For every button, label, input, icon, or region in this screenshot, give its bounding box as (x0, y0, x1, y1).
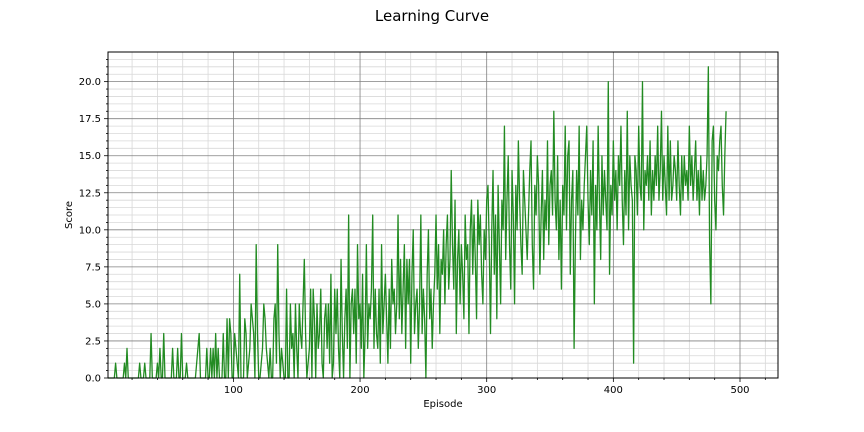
y-tick-label: 7.5 (85, 262, 101, 273)
x-tick-label: 400 (604, 385, 623, 396)
x-tick-label: 200 (350, 385, 369, 396)
x-tick-label: 300 (477, 385, 496, 396)
y-tick-label: 15.0 (79, 151, 101, 162)
y-tick-label: 10.0 (79, 225, 101, 236)
score-series-line (108, 66, 727, 379)
chart-title: Learning Curve (375, 7, 489, 25)
x-tick-label: 500 (730, 385, 749, 396)
y-tick-label: 5.0 (85, 299, 101, 310)
y-tick-label: 0.0 (85, 374, 101, 385)
series-layer (108, 66, 727, 379)
y-axis-label: Score (64, 201, 75, 229)
y-axis: 0.0 2.5 5.0 7.5 10.0 12.5 15.0 17.5 20.0 (79, 59, 108, 385)
minor-grid (108, 52, 778, 378)
x-axis-label: Episode (423, 399, 462, 410)
y-tick-label: 20.0 (79, 77, 101, 88)
y-tick-label: 17.5 (79, 114, 101, 125)
y-tick-label: 12.5 (79, 188, 101, 199)
x-tick-label: 100 (224, 385, 243, 396)
y-tick-label: 2.5 (85, 336, 101, 347)
x-axis: 100 200 300 400 500 (131, 378, 766, 396)
